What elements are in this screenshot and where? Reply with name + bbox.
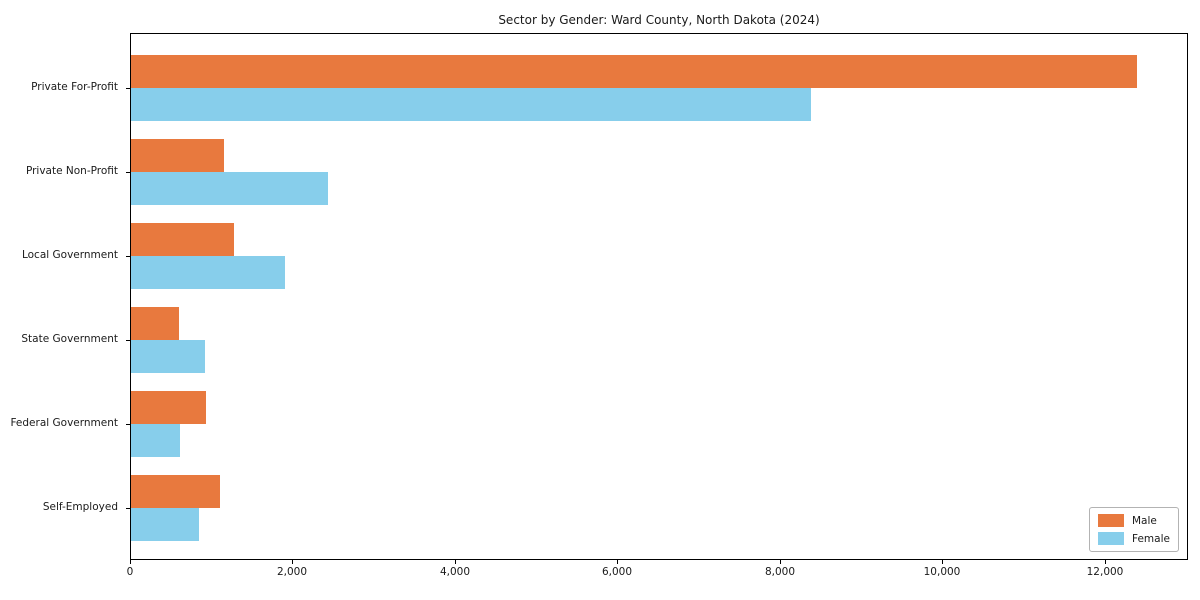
x-tick-mark: [292, 560, 293, 564]
y-tick-mark: [126, 424, 130, 425]
x-tick-label-0: 0: [126, 566, 134, 578]
x-tick-label-8000: 8,000: [764, 566, 796, 578]
y-tick-mark: [126, 172, 130, 173]
x-tick-label-4000: 4,000: [439, 566, 471, 578]
x-tick-mark: [1105, 560, 1106, 564]
bar-female-federal-government: [131, 424, 180, 457]
legend-entry-female: Female: [1098, 532, 1170, 545]
bar-male-federal-government: [131, 391, 206, 424]
bar-female-local-government: [131, 256, 285, 289]
plot-area: [130, 33, 1188, 560]
y-tick-mark: [126, 88, 130, 89]
x-tick-label-10000: 10,000: [923, 566, 961, 578]
legend: Male Female: [1089, 507, 1179, 552]
bar-female-private-for-profit: [131, 88, 811, 121]
male-color-swatch: [1098, 514, 1124, 527]
y-tick-label-state-government: State Government: [21, 333, 118, 345]
y-tick-label-private-non-profit: Private Non-Profit: [25, 165, 118, 177]
x-tick-mark: [455, 560, 456, 564]
y-tick-mark: [126, 256, 130, 257]
x-tick-label-12000: 12,000: [1086, 566, 1124, 578]
y-tick-label-private-for-profit: Private For-Profit: [31, 81, 118, 93]
bar-male-local-government: [131, 223, 234, 256]
x-tick-label-2000: 2,000: [276, 566, 308, 578]
bar-male-private-non-profit: [131, 139, 224, 172]
x-tick-mark: [942, 560, 943, 564]
y-tick-label-self-employed: Self-Employed: [42, 501, 118, 513]
x-tick-mark: [130, 560, 131, 564]
female-color-swatch: [1098, 532, 1124, 545]
bar-male-self-employed: [131, 475, 220, 508]
x-tick-mark: [617, 560, 618, 564]
legend-entry-male: Male: [1098, 514, 1170, 527]
x-tick-label-6000: 6,000: [601, 566, 633, 578]
bar-female-state-government: [131, 340, 205, 373]
y-tick-mark: [126, 508, 130, 509]
bar-male-state-government: [131, 307, 179, 340]
legend-label-female: Female: [1132, 532, 1170, 545]
bar-male-private-for-profit: [131, 55, 1137, 88]
chart-title: Sector by Gender: Ward County, North Dak…: [498, 13, 820, 27]
x-tick-mark: [780, 560, 781, 564]
y-tick-label-federal-government: Federal Government: [10, 417, 118, 429]
bar-female-self-employed: [131, 508, 199, 541]
y-tick-mark: [126, 340, 130, 341]
bar-female-private-non-profit: [131, 172, 328, 205]
y-tick-label-local-government: Local Government: [21, 249, 118, 261]
legend-label-male: Male: [1132, 514, 1157, 527]
